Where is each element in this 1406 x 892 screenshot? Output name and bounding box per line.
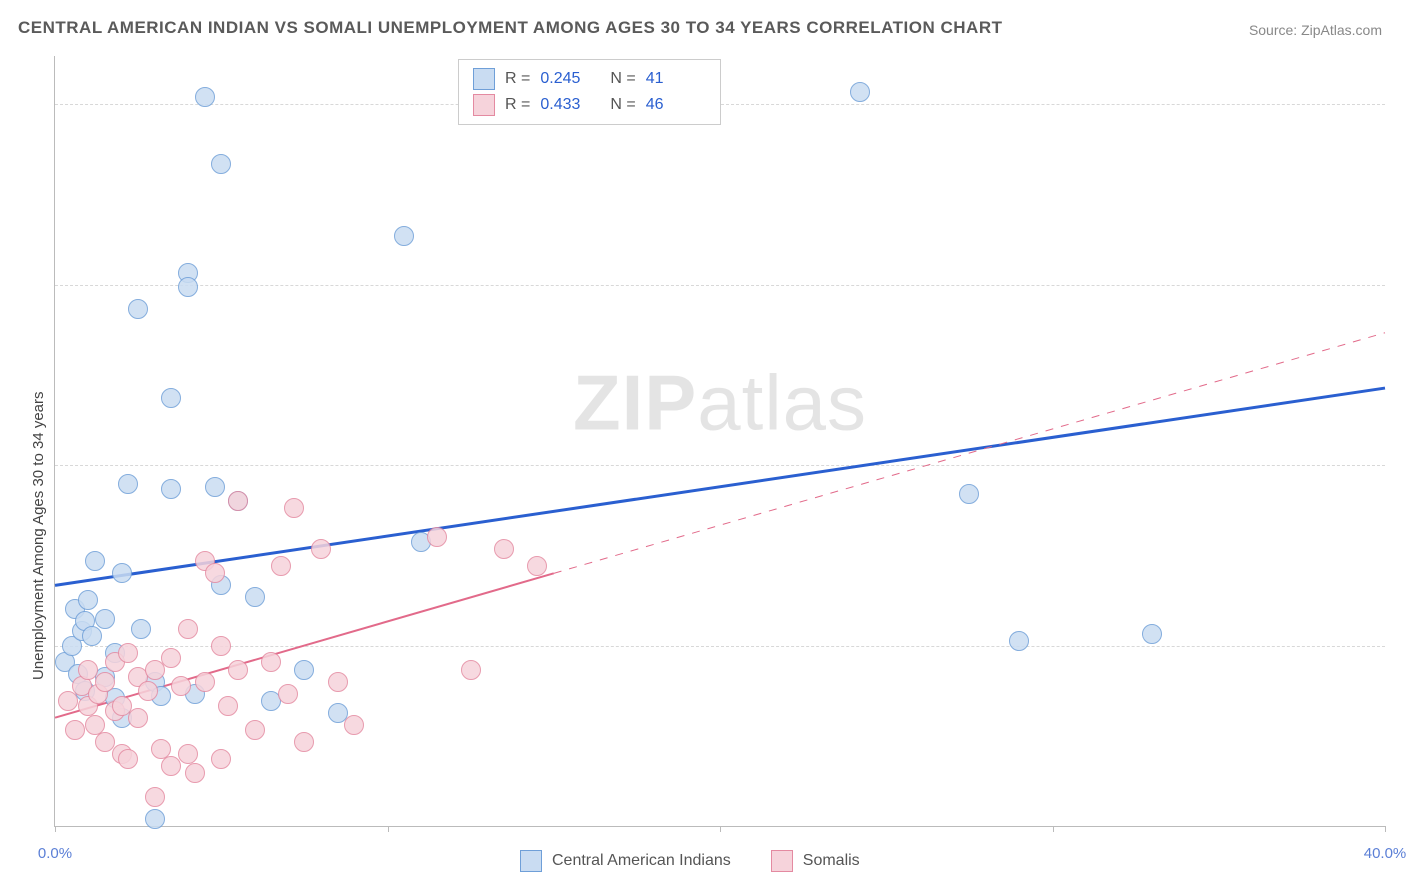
data-point-cai <box>145 809 165 829</box>
legend-label-cai: Central American Indians <box>552 852 731 870</box>
data-point-som <box>271 556 291 576</box>
data-point-cai <box>82 626 102 646</box>
chart-title: CENTRAL AMERICAN INDIAN VS SOMALI UNEMPL… <box>18 18 1002 38</box>
data-point-som <box>328 672 348 692</box>
data-point-som <box>245 720 265 740</box>
data-point-som <box>344 715 364 735</box>
legend-r-value-som: 0.433 <box>540 96 600 114</box>
data-point-som <box>527 556 547 576</box>
data-point-cai <box>161 479 181 499</box>
x-tick-mark <box>1053 826 1054 832</box>
data-point-som <box>205 563 225 583</box>
data-point-som <box>211 749 231 769</box>
legend-n-value-som: 46 <box>646 96 706 114</box>
data-point-cai <box>78 590 98 610</box>
data-point-cai <box>178 277 198 297</box>
data-point-cai <box>850 82 870 102</box>
y-axis-label: Unemployment Among Ages 30 to 34 years <box>30 391 47 680</box>
data-point-som <box>218 696 238 716</box>
data-point-som <box>178 619 198 639</box>
data-point-cai <box>95 609 115 629</box>
y-tick-label: 7.5% <box>1390 637 1406 654</box>
data-point-cai <box>211 154 231 174</box>
data-point-cai <box>959 484 979 504</box>
data-point-som <box>294 732 314 752</box>
data-point-som <box>427 527 447 547</box>
legend-r-label: R = <box>505 70 530 88</box>
data-point-cai <box>85 551 105 571</box>
legend-n-label: N = <box>610 96 635 114</box>
data-point-cai <box>128 299 148 319</box>
legend-stats-row-som: R = 0.433 N = 46 <box>473 92 706 118</box>
data-point-som <box>185 763 205 783</box>
x-tick-mark <box>720 826 721 832</box>
source-label: Source: <box>1249 22 1301 38</box>
data-point-som <box>261 652 281 672</box>
x-tick-label: 40.0% <box>1364 845 1406 862</box>
y-tick-label: 15.0% <box>1390 457 1406 474</box>
data-point-som <box>138 681 158 701</box>
data-point-som <box>161 648 181 668</box>
data-point-som <box>228 491 248 511</box>
data-point-som <box>494 539 514 559</box>
legend-swatch-som <box>473 94 495 116</box>
data-point-som <box>65 720 85 740</box>
legend-swatch-cai <box>520 850 542 872</box>
data-point-som <box>95 672 115 692</box>
data-point-cai <box>161 388 181 408</box>
data-point-som <box>284 498 304 518</box>
plot-area: ZIPatlas 7.5%15.0%22.5%30.0%0.0%40.0% <box>54 56 1385 827</box>
chart-source: Source: ZipAtlas.com <box>1249 22 1382 38</box>
data-point-som <box>195 672 215 692</box>
y-tick-label: 22.5% <box>1390 276 1406 293</box>
data-point-cai <box>118 474 138 494</box>
source-value: ZipAtlas.com <box>1301 22 1382 38</box>
data-point-cai <box>245 587 265 607</box>
x-tick-mark <box>1385 826 1386 832</box>
trend-line-dashed-som <box>554 333 1385 574</box>
data-point-cai <box>112 563 132 583</box>
series-legend: Central American Indians Somalis <box>520 850 860 872</box>
data-point-som <box>278 684 298 704</box>
legend-swatch-som <box>771 850 793 872</box>
y-tick-label: 30.0% <box>1390 96 1406 113</box>
legend-n-value-cai: 41 <box>646 70 706 88</box>
legend-stats-box: R = 0.245 N = 41 R = 0.433 N = 46 <box>458 59 721 125</box>
data-point-cai <box>394 226 414 246</box>
data-point-som <box>211 636 231 656</box>
data-point-som <box>118 643 138 663</box>
data-point-som <box>171 676 191 696</box>
data-point-cai <box>294 660 314 680</box>
data-point-som <box>311 539 331 559</box>
data-point-som <box>145 787 165 807</box>
data-point-som <box>128 708 148 728</box>
data-point-cai <box>205 477 225 497</box>
legend-stats-row-cai: R = 0.245 N = 41 <box>473 66 706 92</box>
legend-r-label: R = <box>505 96 530 114</box>
legend-item-cai: Central American Indians <box>520 850 731 872</box>
x-tick-label: 0.0% <box>38 845 72 862</box>
data-point-som <box>228 660 248 680</box>
data-point-cai <box>131 619 151 639</box>
legend-label-som: Somalis <box>803 852 860 870</box>
x-tick-mark <box>55 826 56 832</box>
legend-swatch-cai <box>473 68 495 90</box>
x-tick-mark <box>388 826 389 832</box>
data-point-cai <box>195 87 215 107</box>
legend-n-label: N = <box>610 70 635 88</box>
legend-r-value-cai: 0.245 <box>540 70 600 88</box>
data-point-som <box>178 744 198 764</box>
trend-line-solid-cai <box>55 388 1385 585</box>
legend-item-som: Somalis <box>771 850 860 872</box>
data-point-cai <box>1142 624 1162 644</box>
data-point-cai <box>1009 631 1029 651</box>
data-point-som <box>461 660 481 680</box>
data-point-som <box>118 749 138 769</box>
